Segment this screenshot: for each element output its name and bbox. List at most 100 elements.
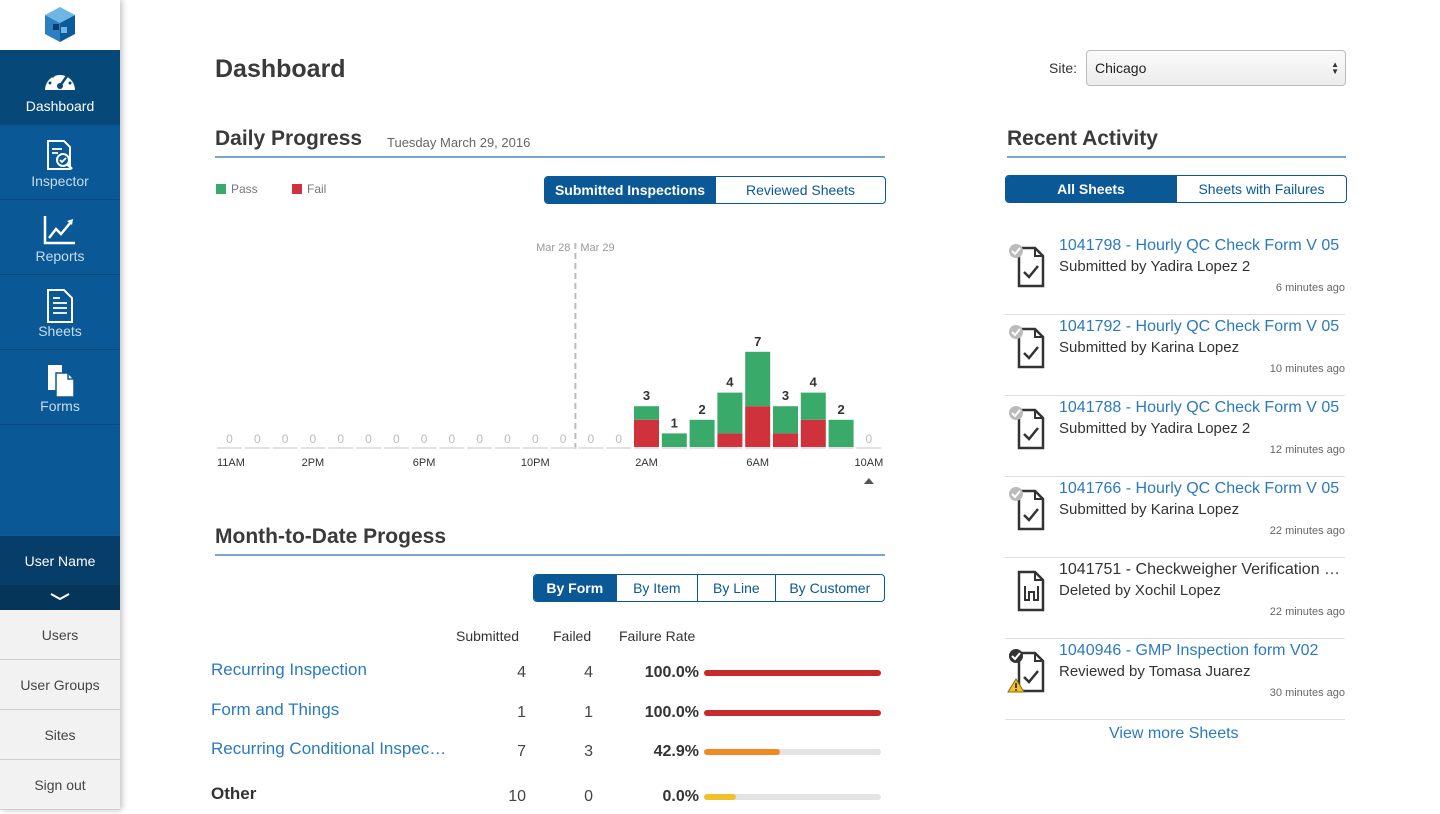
submitted-sheet-icon bbox=[1009, 406, 1045, 450]
failure-rate-fill bbox=[704, 670, 881, 676]
bar-total-label: 1 bbox=[671, 415, 678, 430]
form-name-link[interactable]: Recurring Inspection bbox=[211, 660, 367, 679]
sheet-actor: Reviewed by Tomasa Juarez bbox=[1059, 663, 1251, 680]
nav-item-reports[interactable]: Reports bbox=[0, 200, 120, 275]
bar-baseline bbox=[745, 447, 771, 449]
bar-pass-segment bbox=[717, 392, 743, 434]
failure-rate-bar bbox=[704, 749, 881, 755]
bar-pass-segment bbox=[661, 433, 687, 447]
activity-item: 1041766 - Hourly QC Check Form V 05 Submi… bbox=[1005, 477, 1345, 558]
failure-rate: 100.0% bbox=[644, 664, 699, 681]
bar-fail-segment bbox=[634, 419, 659, 447]
submitted-sheet-icon bbox=[1009, 487, 1045, 531]
view-more-sheets-link[interactable]: View more Sheets bbox=[1109, 725, 1239, 742]
bar-total-label: 0 bbox=[504, 432, 511, 446]
timestamp: 6 minutes ago bbox=[1275, 282, 1345, 294]
tab-sheets-with-failures[interactable]: Sheets with Failures bbox=[1176, 176, 1346, 202]
bar-fail-segment bbox=[717, 433, 743, 447]
recent-activity-title: Recent Activity bbox=[1007, 127, 1158, 150]
sheet-actor: Submitted by Yadira Lopez 2 bbox=[1059, 420, 1251, 437]
bar-total-label: 0 bbox=[560, 432, 567, 446]
timestamp: 12 minutes ago bbox=[1269, 444, 1345, 456]
bar-baseline bbox=[689, 447, 715, 449]
bar-total-label: 0 bbox=[421, 432, 428, 446]
sidebar-item-sign-out[interactable]: Sign out bbox=[0, 760, 120, 810]
form-name-link[interactable]: Form and Things bbox=[211, 700, 340, 719]
nav-label: Sheets bbox=[38, 323, 82, 339]
sheet-title-link[interactable]: 1041798 - Hourly QC Check Form V 05 bbox=[1059, 237, 1340, 254]
site-select-value: Chicago bbox=[1095, 60, 1147, 76]
tab-submitted-inspections[interactable]: Submitted Inspections bbox=[545, 177, 715, 203]
bar-total-label: 0 bbox=[866, 432, 873, 446]
sidebar-item-users[interactable]: Users bbox=[0, 610, 120, 660]
bar-total-label: 3 bbox=[782, 388, 789, 403]
bar-baseline bbox=[773, 447, 798, 449]
failed-count: 4 bbox=[584, 664, 593, 681]
bar-baseline bbox=[717, 447, 743, 449]
sheet-title-link[interactable]: 1041766 - Hourly QC Check Form V 05 bbox=[1059, 480, 1340, 497]
logo-area[interactable] bbox=[0, 0, 120, 50]
current-hour-marker-icon bbox=[863, 478, 874, 484]
sheet-title-link[interactable]: 1040946 - GMP Inspection form V02 bbox=[1059, 642, 1319, 659]
sheet-title-link[interactable]: 1041792 - Hourly QC Check Form V 05 bbox=[1059, 318, 1340, 335]
table-row: Form and Things 1 1 100.0% bbox=[211, 700, 891, 730]
activity-item: 1040946 - GMP Inspection form V02 Reviewe… bbox=[1005, 639, 1345, 720]
daily-progress-date: Tuesday March 29, 2016 bbox=[387, 135, 531, 150]
failure-rate-bar bbox=[704, 670, 881, 676]
failure-rate-fill bbox=[704, 749, 780, 755]
col-failed: Failed bbox=[553, 628, 592, 644]
form-name-link[interactable]: Recurring Conditional Inspec… bbox=[211, 739, 447, 758]
inspect-document-icon bbox=[47, 140, 73, 170]
user-menu-chevron[interactable] bbox=[0, 585, 120, 610]
bar-total-label: 0 bbox=[365, 432, 372, 446]
failure-rate-fill bbox=[704, 794, 736, 800]
nav-item-inspector[interactable]: Inspector bbox=[0, 125, 120, 200]
bar-total-label: 0 bbox=[337, 432, 344, 446]
sidebar-item-user-groups[interactable]: User Groups bbox=[0, 660, 120, 710]
timestamp: 10 minutes ago bbox=[1269, 363, 1345, 375]
tab-by-customer[interactable]: By Customer bbox=[774, 575, 884, 601]
tab-reviewed-sheets[interactable]: Reviewed Sheets bbox=[715, 177, 885, 203]
activity-item: 1041792 - Hourly QC Check Form V 05 Submi… bbox=[1005, 315, 1345, 396]
bar-baseline bbox=[856, 447, 882, 449]
tab-by-form[interactable]: By Form bbox=[534, 575, 616, 601]
table-row: Recurring Inspection 4 4 100.0% bbox=[211, 660, 891, 690]
nav-item-sheets[interactable]: Sheets bbox=[0, 275, 120, 350]
sheet-actor: Deleted by Xochil Lopez bbox=[1059, 582, 1221, 599]
nav-label: Reports bbox=[35, 248, 85, 264]
activity-item: 1041751 - Checkweigher Verification … Del… bbox=[1005, 558, 1345, 639]
bar-fail-segment bbox=[800, 419, 826, 447]
table-row: Recurring Conditional Inspec… 7 3 42.9% bbox=[211, 739, 891, 769]
activity-tabs: All Sheets Sheets with Failures bbox=[1005, 175, 1347, 203]
bar-pass-segment bbox=[800, 392, 826, 420]
user-menu-toggle[interactable]: User Name bbox=[0, 535, 120, 585]
main-nav: Dashboard Inspector Reports bbox=[0, 50, 120, 610]
sheet-title-link[interactable]: 1041788 - Hourly QC Check Form V 05 bbox=[1059, 399, 1340, 416]
sidebar-item-sites[interactable]: Sites bbox=[0, 710, 120, 760]
tab-all-sheets[interactable]: All Sheets bbox=[1006, 176, 1176, 202]
x-tick-label: 6PM bbox=[413, 457, 436, 469]
form-name: Other bbox=[211, 784, 257, 803]
mtd-tabs: By Form By Item By Line By Customer bbox=[533, 574, 885, 602]
submitted-count: 10 bbox=[508, 788, 526, 805]
bar-baseline bbox=[828, 447, 854, 449]
site-select[interactable]: Chicago ▲ ▼ bbox=[1086, 50, 1346, 86]
submitted-count: 1 bbox=[517, 704, 526, 721]
bar-baseline bbox=[495, 447, 520, 449]
nav-item-forms[interactable]: Forms bbox=[0, 350, 120, 425]
bar-total-label: 4 bbox=[726, 375, 734, 390]
failure-rate-bar bbox=[704, 710, 881, 716]
tab-by-line[interactable]: By Line bbox=[697, 575, 775, 601]
section-divider bbox=[215, 156, 885, 158]
legend-pass: Pass bbox=[216, 182, 258, 196]
pass-swatch bbox=[216, 184, 226, 194]
select-arrows-icon: ▲ ▼ bbox=[1331, 60, 1339, 76]
sheet-icon bbox=[47, 289, 73, 323]
sheet-actor: Submitted by Karina Lopez bbox=[1059, 501, 1240, 518]
daily-progress-chart: Mar 28 Mar 29 0 0 0 0 0 0 0 0 0 0 0 0 0 0 0 3 1 2 4 7 3 4 2 0 11AM… bbox=[217, 242, 883, 484]
tab-by-item[interactable]: By Item bbox=[615, 575, 698, 601]
bar-pass-segment bbox=[828, 419, 854, 447]
nav-item-dashboard[interactable]: Dashboard bbox=[0, 50, 120, 125]
failed-count: 3 bbox=[584, 743, 593, 760]
chevron-down-icon bbox=[50, 593, 70, 601]
